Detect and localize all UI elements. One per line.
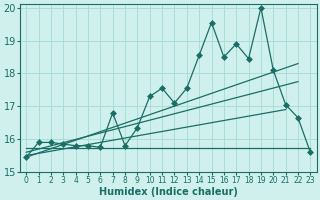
X-axis label: Humidex (Indice chaleur): Humidex (Indice chaleur) — [99, 187, 238, 197]
